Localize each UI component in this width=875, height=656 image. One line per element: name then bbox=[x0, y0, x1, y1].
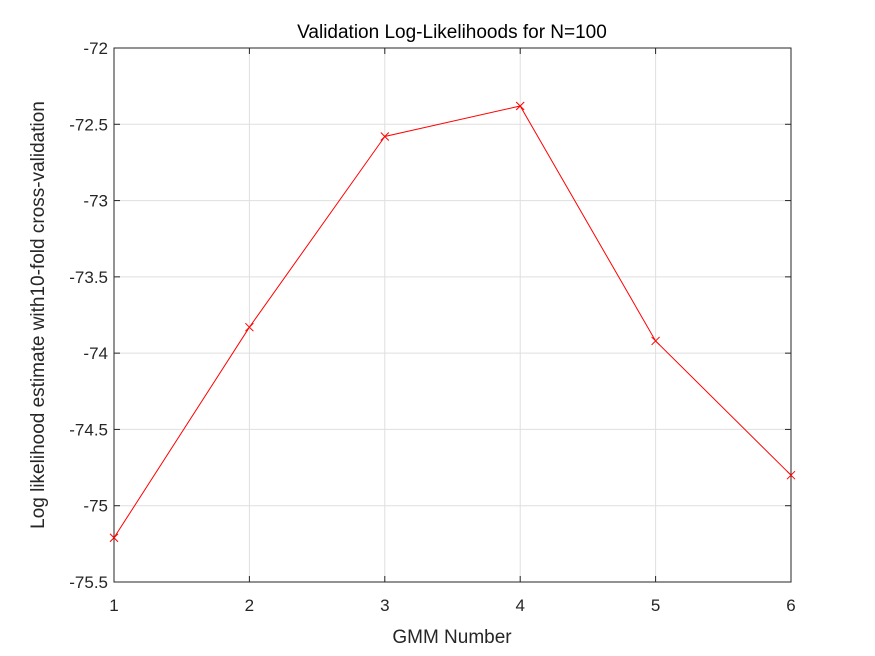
y-tick-label: -74 bbox=[83, 344, 108, 363]
data-point-marker bbox=[109, 533, 119, 543]
plot-area bbox=[114, 48, 791, 582]
x-tick-label: 1 bbox=[109, 596, 118, 615]
y-tick-label: -72.5 bbox=[69, 115, 108, 134]
y-tick-label: -73.5 bbox=[69, 268, 108, 287]
x-tick-label: 4 bbox=[515, 596, 524, 615]
axis-ticks: 1 2 3 4 5 6 -72 -72.5 -73 -73.5 -74 -74.5 -75 -75.5 bbox=[69, 39, 795, 615]
data-point-marker bbox=[515, 101, 525, 111]
axes-box bbox=[113, 47, 792, 583]
y-tick-label: -75.5 bbox=[69, 573, 108, 592]
x-tick-label: 6 bbox=[786, 596, 795, 615]
y-tick-label: -72 bbox=[83, 39, 108, 58]
data-point-marker bbox=[786, 470, 796, 480]
y-tick-label: -75 bbox=[83, 497, 108, 516]
y-tick-label: -73 bbox=[83, 192, 108, 211]
data-point-marker bbox=[245, 322, 254, 332]
x-tick-label: 2 bbox=[245, 596, 254, 615]
y-tick-label: -74.5 bbox=[69, 420, 108, 439]
x-tick-label: 3 bbox=[380, 596, 389, 615]
series-layer bbox=[109, 101, 796, 543]
x-axis-label: GMM Number bbox=[392, 627, 512, 648]
y-axis-label: Log likelihood estimate with10-fold cros… bbox=[28, 101, 49, 529]
series-line bbox=[113, 105, 792, 539]
data-point-marker bbox=[380, 132, 390, 141]
data-point-marker bbox=[651, 336, 660, 346]
chart-title: Validation Log-Likelihoods for N=100 bbox=[297, 22, 607, 43]
x-tick-label: 5 bbox=[651, 596, 660, 615]
